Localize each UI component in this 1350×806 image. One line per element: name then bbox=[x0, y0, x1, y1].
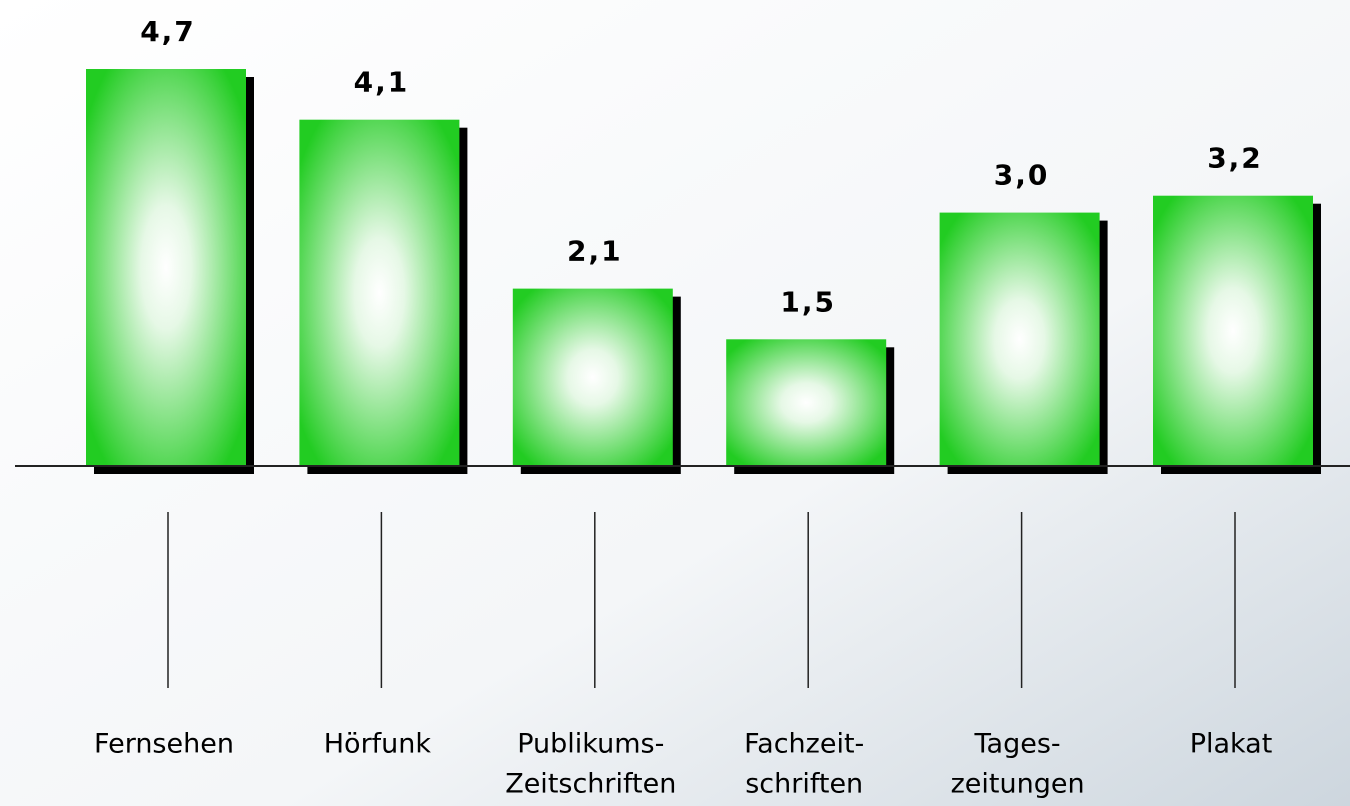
x-tick-label: Fernsehen bbox=[94, 729, 234, 760]
bar bbox=[86, 69, 246, 466]
bar bbox=[726, 339, 887, 466]
bar bbox=[299, 119, 460, 467]
x-tick-label: Zeitschriften bbox=[505, 769, 676, 800]
bar bbox=[1153, 195, 1313, 466]
x-tick-label: Hörfunk bbox=[324, 729, 432, 760]
value-label: 2,1 bbox=[567, 235, 623, 268]
x-tick-label: Fachzeit- bbox=[744, 729, 864, 760]
bar bbox=[939, 212, 1100, 466]
x-tick-label: Publikums- bbox=[517, 729, 664, 760]
x-tick-label: schriften bbox=[745, 769, 863, 800]
bar bbox=[512, 288, 673, 466]
value-label: 4,1 bbox=[354, 66, 410, 99]
x-tick-label: zeitungen bbox=[951, 769, 1085, 800]
value-label: 3,0 bbox=[994, 159, 1050, 192]
value-label: 1,5 bbox=[780, 285, 836, 318]
value-label: 3,2 bbox=[1207, 142, 1263, 175]
x-tick-label: Plakat bbox=[1190, 729, 1273, 760]
value-label: 4,7 bbox=[140, 15, 196, 48]
x-tick-label: Tages- bbox=[974, 729, 1061, 760]
